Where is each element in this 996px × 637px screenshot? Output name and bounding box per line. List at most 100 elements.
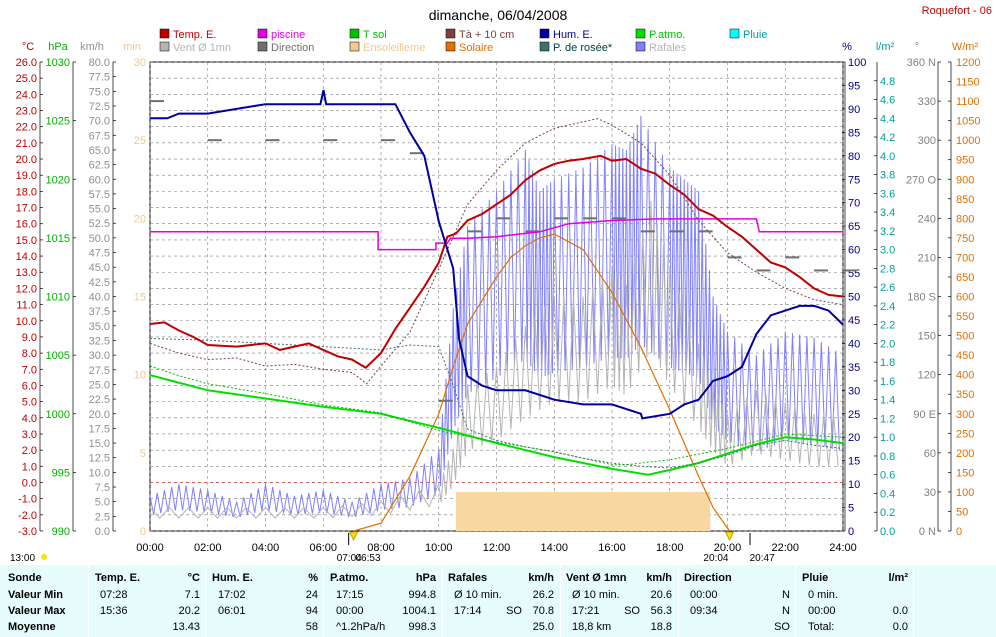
- moonrise-time: 06:53: [355, 553, 380, 564]
- direction-tick-label: 300: [918, 135, 936, 147]
- temp-tick-label: 5.0: [22, 397, 37, 409]
- rain-tick-label: 2.8: [880, 263, 895, 275]
- column-separator: [205, 565, 206, 637]
- stats-press-time: 00:00: [336, 605, 364, 617]
- solar-tick-label: 500: [956, 331, 974, 343]
- humidity-tick-label: 30: [848, 385, 860, 397]
- temp-tick-label: 16.0: [16, 219, 37, 231]
- temp-tick-label: 20.0: [16, 154, 37, 166]
- stats-header-hum: Hum. E.: [212, 572, 253, 584]
- x-tick-label: 08:00: [367, 542, 395, 554]
- humidity-tick-label: 70: [848, 198, 860, 210]
- stats-header-wind: Vent Ø 1mn: [566, 572, 627, 584]
- legend-label: Ensoleilleme: [363, 42, 425, 54]
- legend-swatch: [729, 28, 740, 39]
- humidity-tick-label: 45: [848, 315, 860, 327]
- x-tick-label: 16:00: [598, 542, 626, 554]
- kmh-tick-label: 47.5: [89, 248, 110, 260]
- solar-tick-label: 800: [956, 213, 974, 225]
- solar-tick-label: 1150: [956, 77, 980, 89]
- kmh-tick-label: 52.5: [89, 218, 110, 230]
- kmh-tick-label: 60.0: [89, 174, 110, 186]
- axis-unit-pressure: hPa: [48, 41, 68, 53]
- rain-tick-label: 2.2: [880, 320, 895, 332]
- column-separator: [795, 565, 796, 637]
- temp-tick-label: 10.0: [16, 316, 37, 328]
- kmh-tick-label: 25.0: [89, 379, 110, 391]
- sunset-time: 20:04: [703, 553, 728, 564]
- stats-hum-value: 94: [305, 605, 318, 617]
- kmh-tick-label: 15.0: [89, 438, 110, 450]
- kmh-tick-label: 72.5: [89, 101, 110, 113]
- minutes-tick-label: 0: [140, 526, 146, 538]
- stats-header-rain: Pluie: [802, 572, 829, 584]
- stats-gust-value: 25.0: [532, 621, 554, 633]
- stats-wind-value: 20.6: [650, 589, 672, 601]
- kmh-tick-label: 20.0: [89, 409, 110, 421]
- legend-swatch: [159, 28, 170, 39]
- series-hum-e-: [150, 89, 844, 420]
- rain-tick-label: 3.6: [880, 188, 895, 200]
- axis-unit-humidity: %: [842, 41, 852, 53]
- minutes-tick-label: 25: [134, 135, 146, 147]
- direction-tick-label: 210: [918, 252, 936, 264]
- x-tick-label: 10:00: [425, 542, 453, 554]
- kmh-tick-label: 55.0: [89, 204, 110, 216]
- kmh-tick-label: 77.5: [89, 72, 110, 84]
- legend-label: Direction: [271, 42, 314, 54]
- minutes-tick-label: 15: [134, 292, 146, 304]
- x-tick-label: 12:00: [483, 542, 511, 554]
- temp-tick-label: 6.0: [22, 380, 37, 392]
- pressure-tick-label: 1025: [46, 116, 70, 128]
- stats-header-gust-unit: km/h: [528, 572, 554, 584]
- rain-tick-label: 4.4: [880, 113, 895, 125]
- column-separator: [323, 565, 324, 637]
- legend-label: Tà + 10 cm: [459, 29, 514, 41]
- temp-tick-label: 24.0: [16, 89, 37, 101]
- kmh-tick-label: 35.0: [89, 321, 110, 333]
- stats-wind-value: 18.8: [650, 621, 672, 633]
- stats-wind-value: 56.3: [650, 605, 672, 617]
- legend-swatch: [349, 41, 360, 52]
- solar-tick-label: 1050: [956, 116, 980, 128]
- axis-unit-solar: W/m²: [952, 41, 979, 53]
- temp-tick-label: 1.0: [22, 461, 37, 473]
- kmh-tick-label: 50.0: [89, 233, 110, 245]
- series-rafales: [149, 115, 840, 518]
- stats-header-hum-unit: %: [308, 572, 318, 584]
- kmh-tick-label: 0.0: [95, 526, 110, 538]
- stats-temp-value: 7.1: [184, 589, 200, 601]
- stats-press-value: 998.3: [408, 621, 436, 633]
- temp-tick-label: 13.0: [16, 267, 37, 279]
- axis-unit-min: min: [123, 41, 141, 53]
- temp-tick-label: 4.0: [22, 413, 37, 425]
- column-separator: [678, 565, 679, 637]
- direction-tick-label: 360 N: [907, 57, 936, 69]
- moon-time: 13:00: [10, 553, 35, 564]
- x-tick-label: 00:00: [136, 542, 164, 554]
- stats-header-press-unit: hPa: [415, 572, 436, 584]
- solar-tick-label: 450: [956, 350, 974, 362]
- pressure-tick-label: 1020: [46, 174, 70, 186]
- sun-marker: [348, 531, 359, 542]
- rain-tick-label: 4.8: [880, 76, 895, 88]
- solar-tick-label: 300: [956, 409, 974, 421]
- minutes-tick-label: 10: [134, 370, 146, 382]
- rain-tick-label: 0.6: [880, 470, 895, 482]
- direction-tick-label: 240: [918, 213, 936, 225]
- rain-tick-label: 3.8: [880, 170, 895, 182]
- stats-rain-value: 0.0: [892, 605, 908, 617]
- legend-label: P.atmo.: [649, 29, 686, 41]
- stats-press-value: 1004.1: [402, 605, 436, 617]
- legend-swatch: [349, 28, 360, 39]
- stats-gust-value: 70.8: [532, 605, 554, 617]
- temp-tick-label: 9.0: [22, 332, 37, 344]
- rain-tick-label: 3.2: [880, 226, 895, 238]
- humidity-tick-label: 60: [848, 245, 860, 257]
- stats-press-time: ^1.2hPa/h: [336, 621, 386, 633]
- kmh-tick-label: 17.5: [89, 423, 110, 435]
- solar-tick-label: 900: [956, 174, 974, 186]
- stats-temp-value: 13.43: [172, 621, 200, 633]
- stats-temp-time: 15:36: [100, 605, 128, 617]
- series-solaire: [353, 233, 730, 532]
